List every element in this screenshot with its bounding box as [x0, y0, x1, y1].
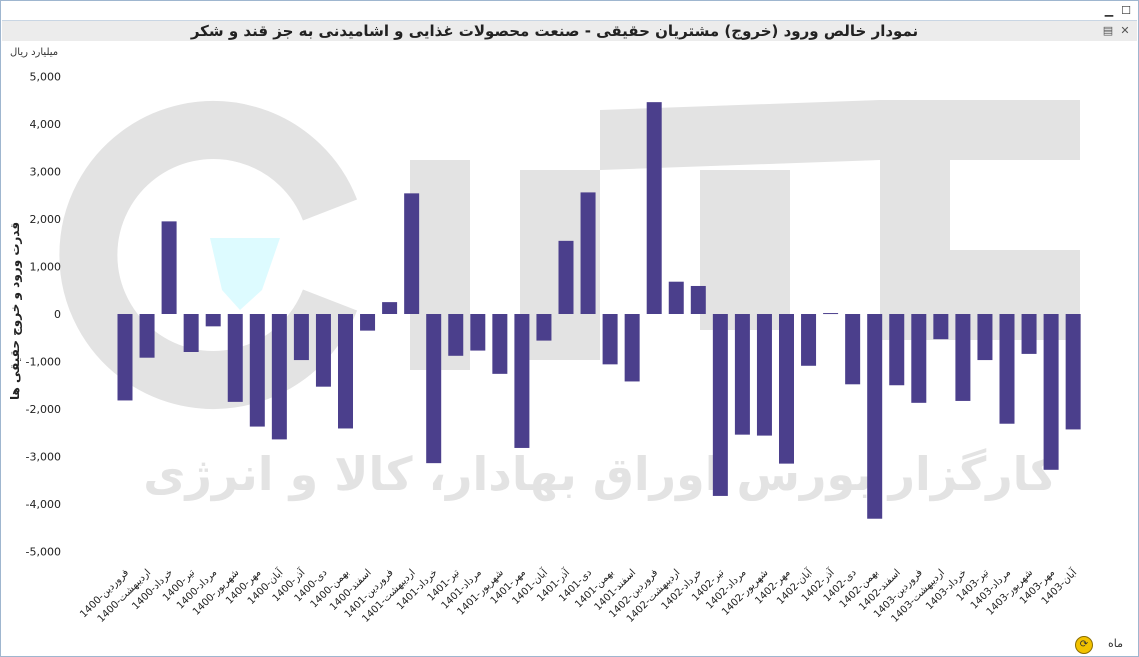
- watermark-block-4: [700, 170, 790, 330]
- bar: [668, 281, 684, 314]
- bar: [889, 314, 905, 386]
- bar: [580, 192, 596, 314]
- bar: [690, 285, 706, 314]
- bar: [933, 314, 949, 340]
- bar: [338, 314, 353, 429]
- y-tick-label: 4,000: [30, 118, 62, 131]
- y-tick-label: -2,000: [26, 403, 61, 416]
- excel-icon[interactable]: ✕: [1120, 24, 1130, 37]
- y-tick-label: 0: [54, 308, 61, 321]
- bar: [161, 221, 177, 314]
- bar: [624, 314, 640, 382]
- watermark-accent: [210, 238, 280, 310]
- bar: [470, 314, 486, 351]
- watermark-logo: [59, 100, 1080, 409]
- bar: [536, 314, 552, 341]
- y-tick-label: -5,000: [26, 546, 61, 559]
- export-icon[interactable]: ▤: [1102, 24, 1114, 37]
- watermark-block-3: [600, 100, 880, 170]
- bar: [426, 314, 442, 464]
- bar: [602, 314, 618, 365]
- maximize-icon[interactable]: ☐: [1121, 4, 1131, 17]
- chart-title: نمودار خالص ورود (خروج) مشتریان حقیقی - …: [190, 22, 919, 40]
- bar: [448, 314, 464, 356]
- bar: [360, 314, 376, 331]
- bar: [734, 314, 750, 435]
- bar: [955, 314, 971, 401]
- bar: [227, 314, 243, 402]
- watermark-text: کارگزار بورس اوراق بهادار، کالا و انرژی: [143, 447, 1057, 501]
- bar: [646, 102, 662, 315]
- bar: [801, 314, 817, 366]
- window-titlebar: ▁ ☐: [2, 2, 1137, 21]
- refresh-icon[interactable]: ⟳: [1075, 636, 1093, 654]
- bar: [845, 314, 861, 385]
- bar: [514, 314, 530, 448]
- bar: [315, 314, 331, 387]
- bar: [911, 314, 927, 403]
- y-tick-label: 2,000: [30, 213, 62, 226]
- bar: [293, 314, 309, 361]
- x-axis-title: ماه: [1108, 637, 1124, 650]
- y-tick-label: -1,000: [26, 356, 61, 369]
- bar-chart: کارگزار بورس اوراق بهادار، کالا و انرژی 5…: [26, 71, 1081, 625]
- unit-label: میلیارد ریال: [10, 47, 59, 58]
- bar: [712, 314, 728, 496]
- bar: [271, 314, 287, 440]
- bar: [382, 302, 398, 314]
- bar: [1065, 314, 1081, 430]
- y-tick-label: 5,000: [30, 71, 62, 84]
- watermark-block-5: [880, 100, 1080, 340]
- bar: [779, 314, 794, 464]
- bar: [558, 240, 574, 314]
- bar: [823, 313, 839, 315]
- bar: [867, 314, 883, 519]
- bar: [139, 314, 155, 358]
- y-tick-label: -3,000: [26, 451, 61, 464]
- bar: [404, 193, 420, 314]
- bar: [117, 314, 133, 401]
- bar: [183, 314, 199, 352]
- bar: [1021, 314, 1037, 354]
- bar: [999, 314, 1015, 424]
- bar: [756, 314, 772, 436]
- minimize-icon[interactable]: ▁: [1104, 4, 1114, 17]
- y-tick-label: -4,000: [26, 498, 61, 511]
- y-tick-label: 3,000: [30, 166, 62, 179]
- chart-header: نمودار خالص ورود (خروج) مشتریان حقیقی - …: [2, 21, 1137, 41]
- bar: [249, 314, 265, 427]
- bar: [977, 314, 993, 361]
- y-tick-label: 1,000: [30, 261, 62, 274]
- bar: [1043, 314, 1059, 470]
- bar: [205, 314, 221, 327]
- bar: [492, 314, 508, 374]
